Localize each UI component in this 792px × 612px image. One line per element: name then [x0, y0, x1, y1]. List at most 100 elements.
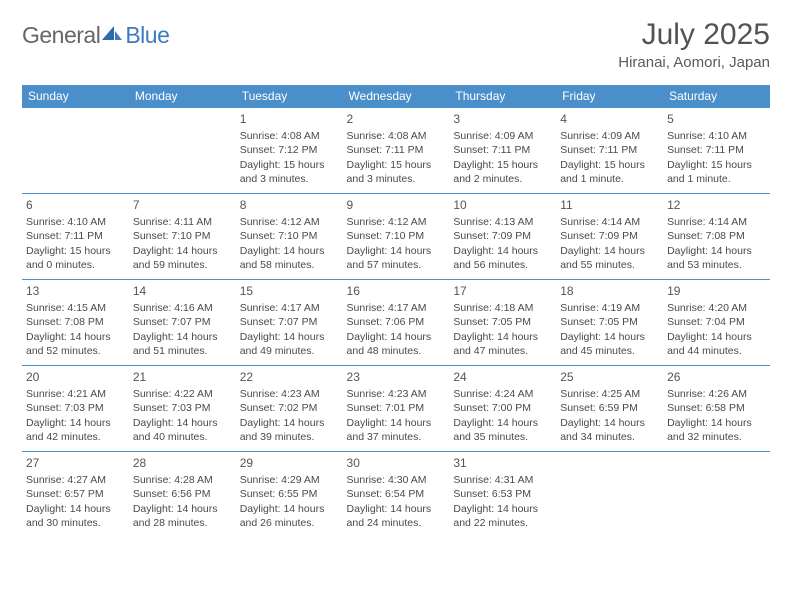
sunset-line: Sunset: 6:58 PM [667, 401, 766, 415]
day-number: 2 [347, 111, 446, 127]
empty-cell [22, 108, 129, 194]
day-number: 30 [347, 455, 446, 471]
sunrise-line: Sunrise: 4:18 AM [453, 301, 552, 315]
sunrise-line: Sunrise: 4:17 AM [347, 301, 446, 315]
sunset-line: Sunset: 7:02 PM [240, 401, 339, 415]
sunrise-line: Sunrise: 4:09 AM [560, 129, 659, 143]
sunset-line: Sunset: 7:11 PM [453, 143, 552, 157]
day-cell: 2Sunrise: 4:08 AMSunset: 7:11 PMDaylight… [343, 108, 450, 194]
day-cell: 24Sunrise: 4:24 AMSunset: 7:00 PMDayligh… [449, 366, 556, 452]
day-cell: 10Sunrise: 4:13 AMSunset: 7:09 PMDayligh… [449, 194, 556, 280]
empty-cell [556, 452, 663, 538]
day-number: 25 [560, 369, 659, 385]
daylight-line: Daylight: 15 hours and 1 minute. [667, 158, 766, 186]
sunrise-line: Sunrise: 4:24 AM [453, 387, 552, 401]
day-number: 18 [560, 283, 659, 299]
day-number: 8 [240, 197, 339, 213]
sunrise-line: Sunrise: 4:28 AM [133, 473, 232, 487]
day-cell: 14Sunrise: 4:16 AMSunset: 7:07 PMDayligh… [129, 280, 236, 366]
day-number: 21 [133, 369, 232, 385]
sunset-line: Sunset: 7:03 PM [26, 401, 125, 415]
day-cell: 17Sunrise: 4:18 AMSunset: 7:05 PMDayligh… [449, 280, 556, 366]
daylight-line: Daylight: 14 hours and 53 minutes. [667, 244, 766, 272]
sunset-line: Sunset: 6:56 PM [133, 487, 232, 501]
day-number: 16 [347, 283, 446, 299]
calendar-table: SundayMondayTuesdayWednesdayThursdayFrid… [22, 85, 770, 538]
day-header-wednesday: Wednesday [343, 85, 450, 108]
calendar-header-row: SundayMondayTuesdayWednesdayThursdayFrid… [22, 85, 770, 108]
day-number: 1 [240, 111, 339, 127]
calendar-document: General Blue July 2025 Hiranai, Aomori, … [0, 0, 792, 538]
daylight-line: Daylight: 14 hours and 55 minutes. [560, 244, 659, 272]
sunset-line: Sunset: 7:03 PM [133, 401, 232, 415]
day-number: 4 [560, 111, 659, 127]
sunset-line: Sunset: 7:09 PM [453, 229, 552, 243]
day-number: 27 [26, 455, 125, 471]
sunrise-line: Sunrise: 4:14 AM [667, 215, 766, 229]
day-cell: 19Sunrise: 4:20 AMSunset: 7:04 PMDayligh… [663, 280, 770, 366]
logo-text-general: General [22, 22, 100, 49]
sunrise-line: Sunrise: 4:20 AM [667, 301, 766, 315]
calendar-row: 1Sunrise: 4:08 AMSunset: 7:12 PMDaylight… [22, 108, 770, 194]
sunset-line: Sunset: 7:07 PM [240, 315, 339, 329]
daylight-line: Daylight: 14 hours and 49 minutes. [240, 330, 339, 358]
daylight-line: Daylight: 14 hours and 22 minutes. [453, 502, 552, 530]
day-number: 20 [26, 369, 125, 385]
daylight-line: Daylight: 14 hours and 51 minutes. [133, 330, 232, 358]
sunset-line: Sunset: 7:05 PM [453, 315, 552, 329]
day-cell: 13Sunrise: 4:15 AMSunset: 7:08 PMDayligh… [22, 280, 129, 366]
daylight-line: Daylight: 14 hours and 40 minutes. [133, 416, 232, 444]
day-cell: 27Sunrise: 4:27 AMSunset: 6:57 PMDayligh… [22, 452, 129, 538]
day-number: 29 [240, 455, 339, 471]
sunrise-line: Sunrise: 4:19 AM [560, 301, 659, 315]
day-cell: 5 Sunrise: 4:10 AMSunset: 7:11 PMDaylight… [663, 108, 770, 194]
sunrise-line: Sunrise: 4:22 AM [133, 387, 232, 401]
logo: General Blue [22, 18, 169, 49]
day-cell: 21 Sunrise: 4:22 AMSunset: 7:03 PMDayligh… [129, 366, 236, 452]
sunrise-line: Sunrise: 4:27 AM [26, 473, 125, 487]
calendar-body: 1Sunrise: 4:08 AMSunset: 7:12 PMDaylight… [22, 108, 770, 538]
daylight-line: Daylight: 14 hours and 59 minutes. [133, 244, 232, 272]
sunrise-line: Sunrise: 4:31 AM [453, 473, 552, 487]
daylight-line: Daylight: 14 hours and 44 minutes. [667, 330, 766, 358]
sunset-line: Sunset: 6:53 PM [453, 487, 552, 501]
day-cell: 25Sunrise: 4:25 AMSunset: 6:59 PMDayligh… [556, 366, 663, 452]
day-number: 26 [667, 369, 766, 385]
sunrise-line: Sunrise: 4:10 AM [26, 215, 125, 229]
day-number: 14 [133, 283, 232, 299]
sunrise-line: Sunrise: 4:08 AM [347, 129, 446, 143]
day-number: 24 [453, 369, 552, 385]
calendar-row: 6Sunrise: 4:10 AMSunset: 7:11 PMDaylight… [22, 194, 770, 280]
day-cell: 7Sunrise: 4:11 AMSunset: 7:10 PMDaylight… [129, 194, 236, 280]
daylight-line: Daylight: 14 hours and 48 minutes. [347, 330, 446, 358]
sunrise-line: Sunrise: 4:12 AM [347, 215, 446, 229]
sunrise-line: Sunrise: 4:15 AM [26, 301, 125, 315]
sunrise-line: Sunrise: 4:10 AM [667, 129, 766, 143]
daylight-line: Daylight: 14 hours and 39 minutes. [240, 416, 339, 444]
daylight-line: Daylight: 14 hours and 42 minutes. [26, 416, 125, 444]
daylight-line: Daylight: 14 hours and 37 minutes. [347, 416, 446, 444]
sunset-line: Sunset: 7:11 PM [560, 143, 659, 157]
sunset-line: Sunset: 7:10 PM [347, 229, 446, 243]
logo-sail-icon [101, 24, 123, 47]
day-number: 5 [667, 111, 766, 127]
sunset-line: Sunset: 6:59 PM [560, 401, 659, 415]
day-cell: 8Sunrise: 4:12 AMSunset: 7:10 PMDaylight… [236, 194, 343, 280]
daylight-line: Daylight: 14 hours and 47 minutes. [453, 330, 552, 358]
day-number: 28 [133, 455, 232, 471]
sunset-line: Sunset: 7:11 PM [667, 143, 766, 157]
day-cell: 12Sunrise: 4:14 AMSunset: 7:08 PMDayligh… [663, 194, 770, 280]
daylight-line: Daylight: 14 hours and 34 minutes. [560, 416, 659, 444]
location-subtitle: Hiranai, Aomori, Japan [618, 54, 770, 71]
sunset-line: Sunset: 7:09 PM [560, 229, 659, 243]
day-number: 6 [26, 197, 125, 213]
daylight-line: Daylight: 14 hours and 26 minutes. [240, 502, 339, 530]
day-cell: 29Sunrise: 4:29 AMSunset: 6:55 PMDayligh… [236, 452, 343, 538]
day-header-thursday: Thursday [449, 85, 556, 108]
sunrise-line: Sunrise: 4:30 AM [347, 473, 446, 487]
logo-text-blue: Blue [125, 22, 169, 49]
calendar-row: 27Sunrise: 4:27 AMSunset: 6:57 PMDayligh… [22, 452, 770, 538]
day-cell: 1Sunrise: 4:08 AMSunset: 7:12 PMDaylight… [236, 108, 343, 194]
sunrise-line: Sunrise: 4:16 AM [133, 301, 232, 315]
sunrise-line: Sunrise: 4:29 AM [240, 473, 339, 487]
